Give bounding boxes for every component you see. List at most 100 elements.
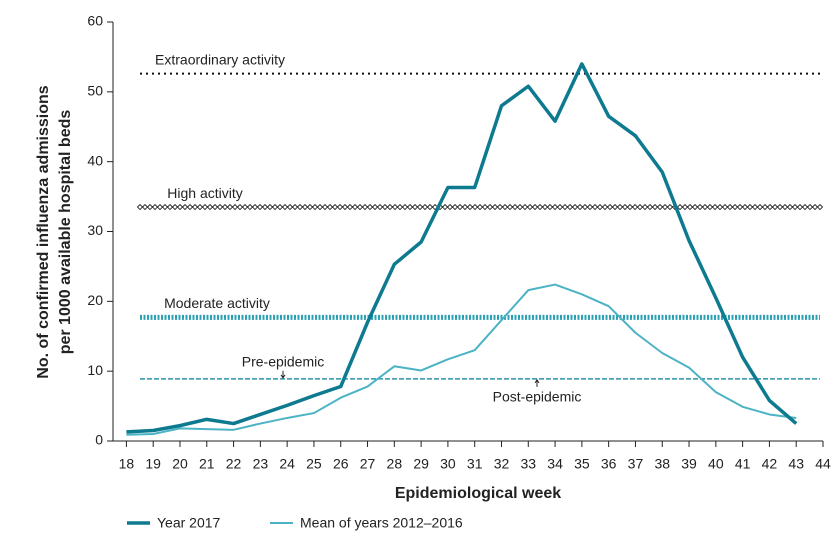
diamond <box>516 203 524 211</box>
diamond <box>521 203 529 211</box>
diamond <box>456 203 464 211</box>
series-line <box>126 62 798 434</box>
diamond <box>711 203 719 211</box>
diamond <box>376 203 384 211</box>
diamond <box>571 203 579 211</box>
diamond <box>411 203 419 211</box>
diamond <box>621 203 629 211</box>
y-axis-title: per 1000 available hospital beds <box>57 110 74 355</box>
diamond <box>716 203 724 211</box>
diamond <box>726 203 734 211</box>
diamond <box>391 203 399 211</box>
diamond <box>746 203 754 211</box>
diamond <box>686 203 694 211</box>
arrow <box>534 378 540 387</box>
x-tick-label: 34 <box>547 456 563 472</box>
diamond <box>201 203 209 211</box>
y-tick-label: 0 <box>95 432 103 448</box>
diamond <box>181 203 189 211</box>
x-tick-label: 23 <box>253 456 269 472</box>
diamond <box>736 203 744 211</box>
diamond <box>741 203 749 211</box>
x-tick-label: 40 <box>708 456 724 472</box>
diamond <box>366 203 374 211</box>
x-tick-label: 37 <box>628 456 644 472</box>
diamond <box>566 203 574 211</box>
diamond <box>141 203 149 211</box>
diamond <box>486 203 494 211</box>
x-tick-label: 25 <box>306 456 322 472</box>
diamond <box>401 203 409 211</box>
diamond <box>346 203 354 211</box>
diamond <box>751 203 759 211</box>
diamond <box>451 203 459 211</box>
diamond <box>731 203 739 211</box>
diamond <box>171 203 179 211</box>
diamond <box>301 203 309 211</box>
diamond <box>786 203 794 211</box>
diamond <box>656 203 664 211</box>
diamond <box>556 203 564 211</box>
y-tick-label: 20 <box>87 292 103 308</box>
x-tick-label: 31 <box>467 456 483 472</box>
diamond <box>701 203 709 211</box>
diamond <box>341 203 349 211</box>
x-tick-label: 33 <box>520 456 536 472</box>
diamond <box>561 203 569 211</box>
diamond <box>596 203 604 211</box>
threshold-markers <box>136 203 824 211</box>
x-tick-label: 26 <box>333 456 349 472</box>
diamond <box>606 203 614 211</box>
diamond <box>691 203 699 211</box>
diamond <box>466 203 474 211</box>
diamond <box>766 203 774 211</box>
x-tick-label: 44 <box>815 456 831 472</box>
legend-label: Mean of years 2012–2016 <box>300 515 463 531</box>
diamond <box>581 203 589 211</box>
diamond <box>446 203 454 211</box>
y-tick-label: 60 <box>87 13 103 29</box>
diamond <box>496 203 504 211</box>
diamond <box>206 203 214 211</box>
diamond <box>316 203 324 211</box>
diamond <box>251 203 259 211</box>
threshold-label: Pre-epidemic <box>242 354 324 370</box>
diamond <box>311 203 319 211</box>
diamond <box>636 203 644 211</box>
diamond <box>291 203 299 211</box>
arrow <box>280 370 286 379</box>
diamond <box>396 203 404 211</box>
diamond <box>501 203 509 211</box>
diamond <box>261 203 269 211</box>
diamond <box>266 203 274 211</box>
diamond <box>531 203 539 211</box>
diamond <box>781 203 789 211</box>
x-tick-label: 18 <box>119 456 135 472</box>
x-tick-label: 28 <box>387 456 403 472</box>
diamond <box>216 203 224 211</box>
y-tick-label: 10 <box>87 362 103 378</box>
diamond <box>321 203 329 211</box>
diamond <box>226 203 234 211</box>
diamond <box>816 203 824 211</box>
y-tick-label: 40 <box>87 152 103 168</box>
diamond <box>641 203 649 211</box>
diamond <box>536 203 544 211</box>
x-tick-label: 38 <box>654 456 670 472</box>
diamond <box>336 203 344 211</box>
x-tick-label: 41 <box>735 456 751 472</box>
diamond <box>801 203 809 211</box>
diamond <box>241 203 249 211</box>
diamond <box>296 203 304 211</box>
x-tick-label: 22 <box>226 456 242 472</box>
diamond <box>231 203 239 211</box>
diamond <box>806 203 814 211</box>
diamond <box>761 203 769 211</box>
diamond <box>416 203 424 211</box>
diamond <box>331 203 339 211</box>
diamond <box>461 203 469 211</box>
diamond <box>186 203 194 211</box>
diamond <box>526 203 534 211</box>
threshold-label: High activity <box>167 185 242 201</box>
